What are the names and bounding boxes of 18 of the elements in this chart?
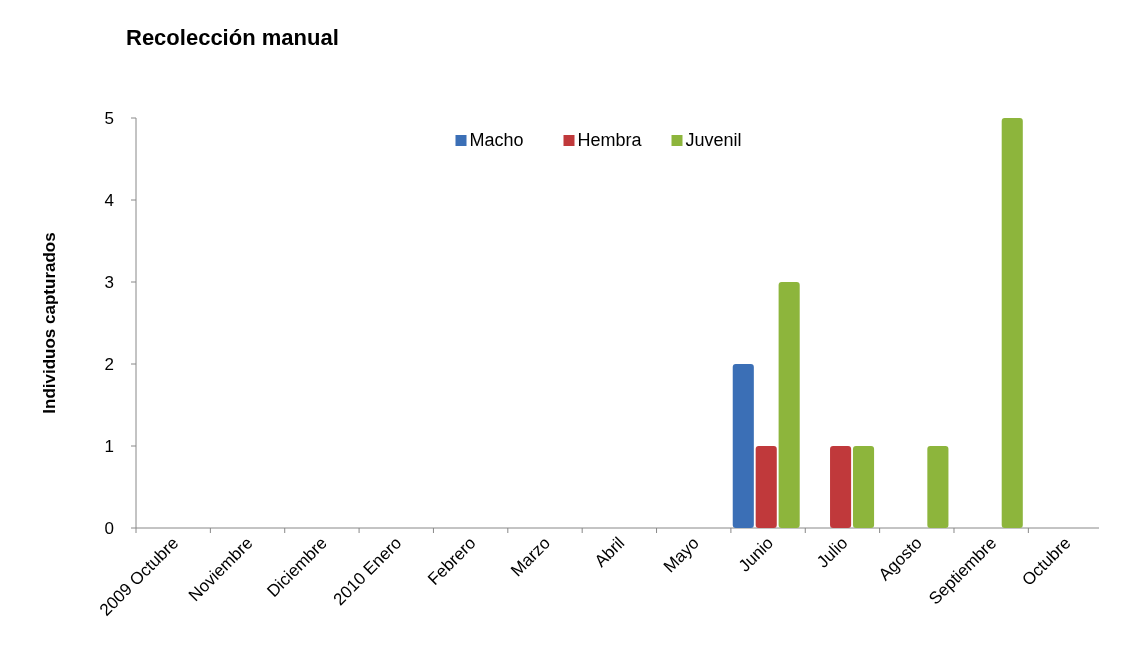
y-tick-label: 5 [104,108,114,128]
bar [778,282,800,528]
bar [852,446,875,528]
bar [755,446,777,528]
bar [1001,118,1023,528]
y-tick-label: 1 [104,436,114,456]
y-tick-label: 3 [104,272,114,292]
y-tick-label: 4 [104,190,114,210]
y-tick-label: 0 [104,518,114,538]
y-axis-title: Individuos capturados [40,232,59,414]
bar [927,446,949,528]
bar [732,364,754,528]
chart-title: Recolección manual [126,25,339,50]
y-tick-label: 2 [104,354,114,374]
bar [830,446,852,528]
legend-label: Juvenil [685,130,742,150]
legend-label: Macho [469,130,524,150]
legend-label: Hembra [577,130,643,150]
